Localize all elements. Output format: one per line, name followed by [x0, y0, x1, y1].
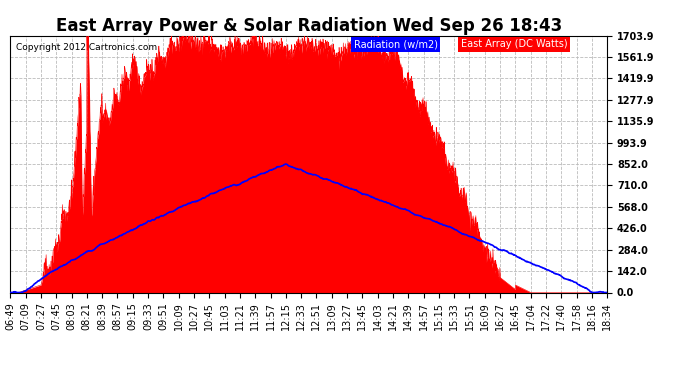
Text: Copyright 2012 Cartronics.com: Copyright 2012 Cartronics.com [17, 44, 157, 52]
Text: East Array (DC Watts): East Array (DC Watts) [461, 39, 568, 50]
Title: East Array Power & Solar Radiation Wed Sep 26 18:43: East Array Power & Solar Radiation Wed S… [56, 18, 562, 36]
Text: Radiation (w/m2): Radiation (w/m2) [353, 39, 437, 50]
